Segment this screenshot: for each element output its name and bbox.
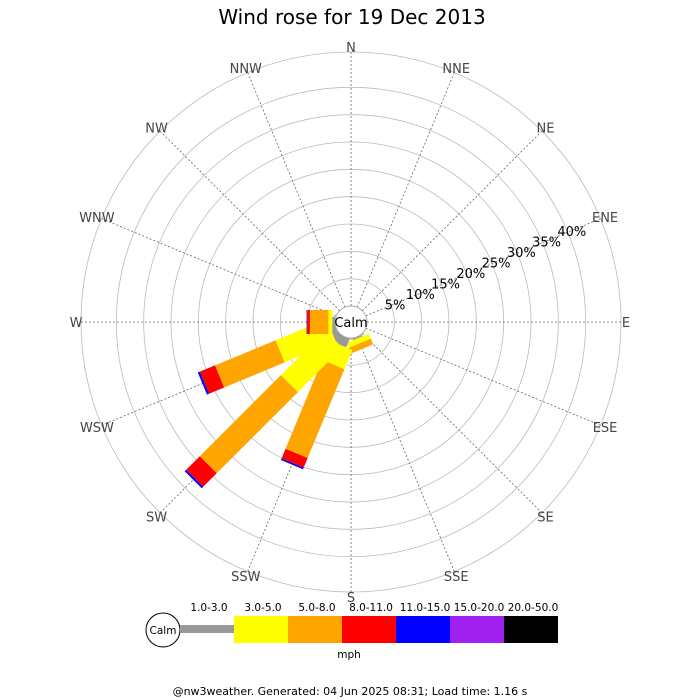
legend-calm-label: Calm [150,625,177,637]
bar-w-bin-5-0-8-0 [309,310,329,334]
chart-title: Wind rose for 19 Dec 2013 [218,5,485,29]
bar-sse-bin-1-0-3-0 [352,334,363,341]
spoke-nw [159,130,340,311]
calm-circle [334,305,368,339]
grid-ring-40 [115,86,587,558]
direction-label-nw: NW [145,122,168,137]
spoke-wnw [101,218,337,317]
bar-w-bin-8-0-11-0 [307,310,310,334]
direction-label-nne: NNE [442,62,470,77]
direction-label-s: S [347,591,355,606]
bar-ssw-bin-5-0-8-0 [285,360,345,458]
bar-sse-bin-3-0-5-0 [346,333,371,348]
legend-swatch-8-0-11-0 [342,616,396,643]
direction-label-ese: ESE [593,421,618,436]
ring-label-10: 10% [406,288,435,303]
legend-label-15-0-20-0: 15.0-20.0 [454,602,505,614]
grid-layer [80,51,622,593]
legend-label-1-0-3-0: 1.0-3.0 [190,602,227,614]
ring-label-25: 25% [482,257,511,272]
direction-label-ssw: SSW [231,570,261,585]
ring-label-5: 5% [385,298,406,313]
spoke-nnw [247,72,346,308]
spoke-ese [365,327,601,426]
bar-ssw-bin-8-0-11-0 [281,448,308,468]
direction-label-ene: ENE [592,211,618,226]
legend-swatch-3-0-5-0 [234,616,288,643]
direction-label-se: SE [537,510,553,525]
direction-label-sw: SW [146,510,167,525]
calm-label: Calm [334,316,367,331]
ring-label-15: 15% [431,277,460,292]
legend-label-3-0-5-0: 3.0-5.0 [244,602,281,614]
legend-swatch-15-0-20-0 [450,616,504,643]
legend: Calm mph 1.0-3.0 3.0-5.0 5.0-8.0 8.0-11.0 11… [145,602,559,661]
ring-label-30: 30% [507,246,536,261]
bar-wsw-bin-5-0-8-0 [215,340,285,388]
direction-label-wsw: WSW [80,421,114,436]
bar-w-bin-1-0-3-0 [332,316,335,328]
bar-sw-bin-11-0-15-0 [184,469,204,489]
labels-layer: N NNE NE ENE E ESE SE SSE S SSW SW WSW W WNW NW NNW 5%10… [70,41,631,606]
bar-ssw-bin-11-0-15-0 [280,458,304,470]
ring-label-35: 35% [532,236,561,251]
bar-sse-bin-5-0-8-0 [348,338,374,354]
spoke-se [362,333,543,514]
direction-label-sse: SSE [444,570,469,585]
spoke-nne [356,72,455,308]
ring-label-40: 40% [557,225,586,240]
bar-w-bin-3-0-5-0 [328,310,333,334]
bar-wsw-bin-11-0-15-0 [197,371,209,395]
direction-label-nnw: NNW [230,62,262,77]
bar-w-bin-11-0-15-0 [306,310,308,334]
legend-swatch-11-0-15-0 [396,616,450,643]
bar-wsw-bin-8-0-11-0 [199,365,225,394]
legend-swatch-5-0-8-0 [288,616,342,643]
bar-sw-bin-5-0-8-0 [199,375,298,474]
grid-ring-35 [143,114,559,530]
calm-layer: Calm [334,305,368,339]
direction-label-w: W [70,316,83,331]
bar-sw-bin-8-0-11-0 [186,456,217,487]
direction-label-n: N [346,41,356,56]
bars-layer [184,310,374,489]
grid-ring-10 [279,250,423,394]
bar-sw-bin-3-0-5-0 [280,330,343,393]
ring-label-20: 20% [456,267,485,282]
legend-label-8-0-11-0: 8.0-11.0 [349,602,393,614]
legend-label-11-0-15-0: 11.0-15.0 [400,602,451,614]
legend-swatch-20-0-50-0 [504,616,558,643]
direction-label-e: E [622,316,630,331]
legend-unit-label: mph [337,649,361,661]
spoke-sse [356,336,455,572]
direction-label-ne: NE [536,122,554,137]
legend-label-5-0-8-0: 5.0-8.0 [298,602,335,614]
footer-text: @nw3weather. Generated: 04 Jun 2025 08:3… [173,685,528,698]
legend-label-20-0-50-0: 20.0-50.0 [508,602,559,614]
legend-swatch-1-0-3-0 [180,625,234,633]
direction-label-wnw: WNW [79,211,115,226]
